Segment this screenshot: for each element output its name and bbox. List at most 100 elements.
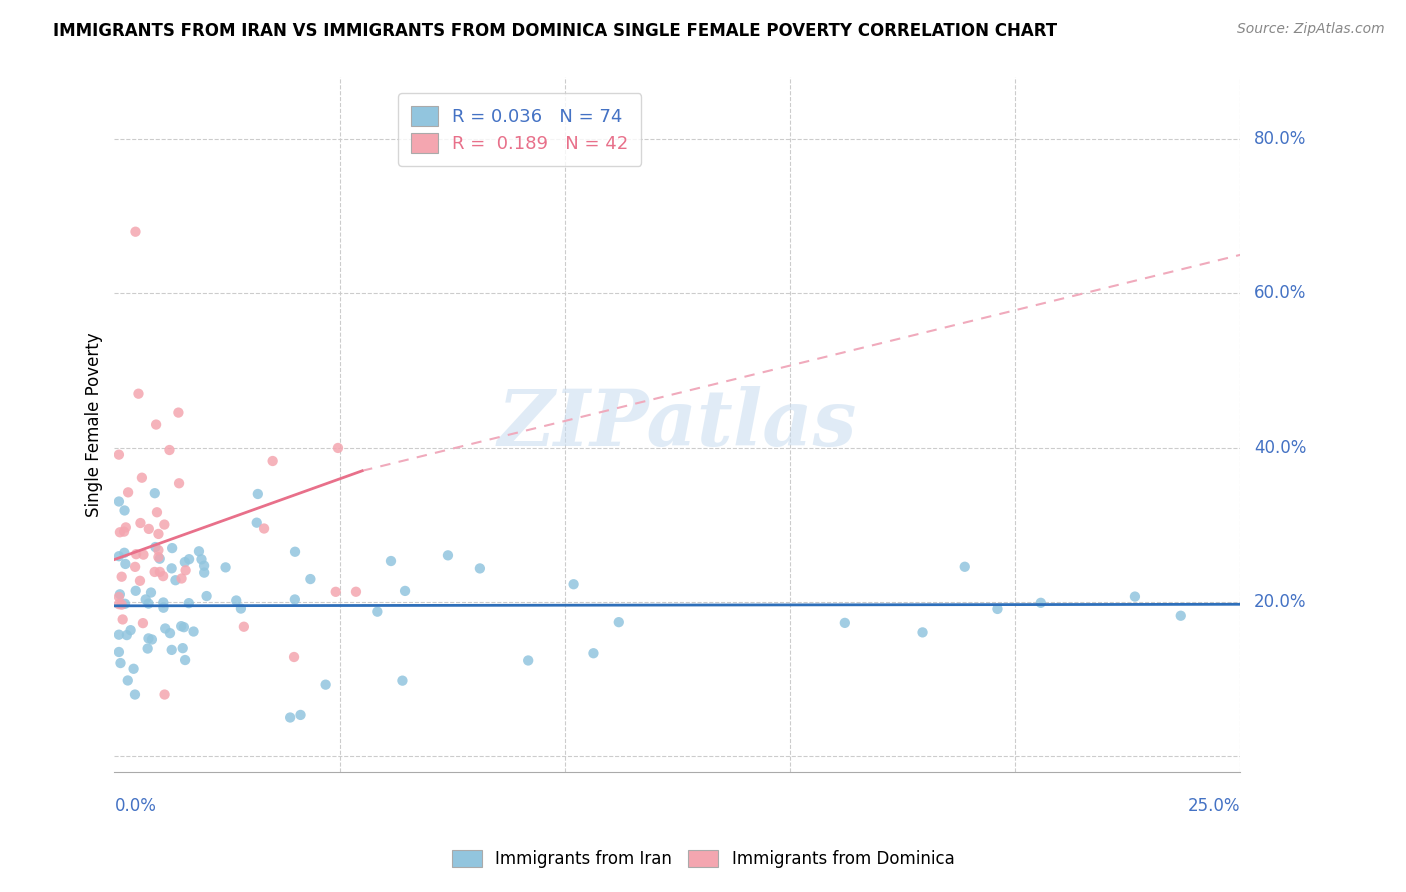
Point [132,548,155,562]
Point [174,563,197,577]
Text: ZIPatlas: ZIPatlas [498,386,858,463]
Point [143,486,166,500]
Point [108,525,131,540]
Point [112,546,135,560]
Point [145,417,167,432]
Point [953,559,976,574]
Point [283,650,305,665]
Point [366,605,388,619]
Point [188,544,211,558]
Point [225,593,247,607]
Point [114,597,136,611]
Point [170,619,193,633]
Point [167,406,190,420]
Point [145,540,167,554]
Text: 25.0%: 25.0% [1188,797,1240,814]
Point [159,626,181,640]
Point [122,662,145,676]
Point [153,517,176,532]
Point [173,555,195,569]
Point [111,598,134,612]
Point [129,516,152,530]
Point [148,550,170,565]
Text: Source: ZipAtlas.com: Source: ZipAtlas.com [1237,22,1385,37]
Point [110,656,132,670]
Point [1029,596,1052,610]
Point [152,600,174,615]
Point [246,487,269,501]
Point [108,448,131,462]
Legend: Immigrants from Iran, Immigrants from Dominica: Immigrants from Iran, Immigrants from Do… [444,843,962,875]
Point [160,541,183,555]
Point [229,601,252,615]
Point [167,476,190,491]
Point [114,503,136,517]
Point [299,572,322,586]
Point [117,485,139,500]
Point [124,688,146,702]
Point [437,549,460,563]
Point [160,643,183,657]
Point [177,596,200,610]
Point [582,646,605,660]
Text: 40.0%: 40.0% [1254,439,1306,457]
Point [159,442,181,457]
Point [517,653,540,667]
Point [132,616,155,631]
Point [986,602,1008,616]
Point [380,554,402,568]
Point [148,527,170,541]
Point [152,595,174,609]
Point [108,597,131,611]
Point [108,587,131,601]
Point [190,552,212,566]
Point [152,569,174,583]
Point [138,597,160,611]
Point [127,386,149,401]
Point [262,454,284,468]
Point [183,624,205,639]
Point [193,558,215,573]
Point [153,688,176,702]
Legend: R = 0.036   N = 74, R =  0.189   N = 42: R = 0.036 N = 74, R = 0.189 N = 42 [398,94,641,166]
Point [468,561,491,575]
Point [325,584,347,599]
Point [149,551,172,566]
Text: 20.0%: 20.0% [1254,593,1306,611]
Point [125,583,148,598]
Point [125,547,148,561]
Point [139,585,162,599]
Point [143,565,166,579]
Point [607,615,630,629]
Point [111,570,134,584]
Point [114,520,136,534]
Point [165,573,187,587]
Text: 60.0%: 60.0% [1254,285,1306,302]
Text: 80.0%: 80.0% [1254,130,1306,148]
Point [135,592,157,607]
Point [112,524,135,539]
Y-axis label: Single Female Poverty: Single Female Poverty [86,332,103,516]
Point [195,589,218,603]
Point [155,622,177,636]
Point [124,559,146,574]
Point [108,549,131,564]
Point [108,628,131,642]
Point [114,557,136,571]
Point [391,673,413,688]
Point [160,561,183,575]
Point [115,628,138,642]
Text: 0.0%: 0.0% [114,797,156,814]
Point [146,505,169,519]
Point [148,543,170,558]
Point [326,441,349,455]
Point [136,641,159,656]
Point [214,560,236,574]
Point [315,678,337,692]
Point [1123,590,1146,604]
Point [117,673,139,688]
Point [193,566,215,580]
Point [834,615,856,630]
Point [177,552,200,566]
Point [108,590,131,604]
